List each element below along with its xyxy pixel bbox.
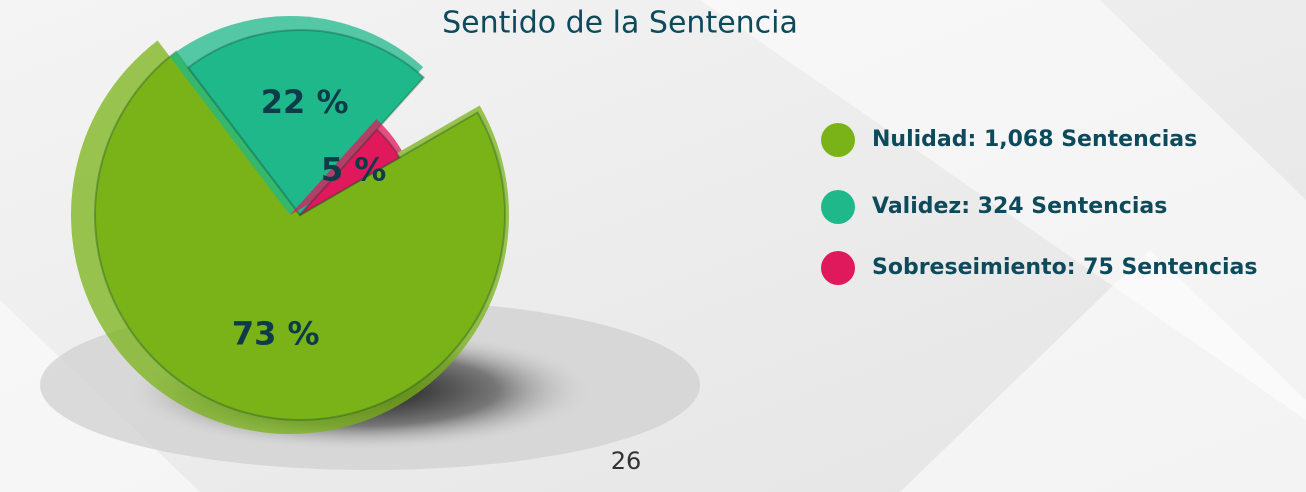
value-label: 73 %	[232, 315, 320, 353]
chart-title: Sentido de la Sentencia	[442, 6, 798, 41]
page-number: 26	[611, 447, 642, 475]
slice	[299, 128, 401, 216]
legend-label: Validez: 324 Sentencias	[872, 194, 1167, 219]
legend: Nulidad: 1,068 Sentencias Validez: 324 Se…	[821, 123, 1258, 285]
legend-label: Sobreseimiento: 75 Sentencias	[872, 255, 1258, 280]
slice	[94, 50, 506, 421]
pie: 73 % 22 % 5 %	[71, 16, 509, 434]
legend-swatch	[821, 251, 855, 285]
value-label: 5 %	[321, 151, 386, 189]
legend-swatch	[821, 190, 855, 224]
legend-label: Nulidad: 1,068 Sentencias	[872, 127, 1197, 152]
legend-swatch	[821, 123, 855, 157]
value-label: 22 %	[261, 83, 349, 121]
bg-shape	[900, 250, 1306, 492]
slice	[186, 29, 426, 217]
